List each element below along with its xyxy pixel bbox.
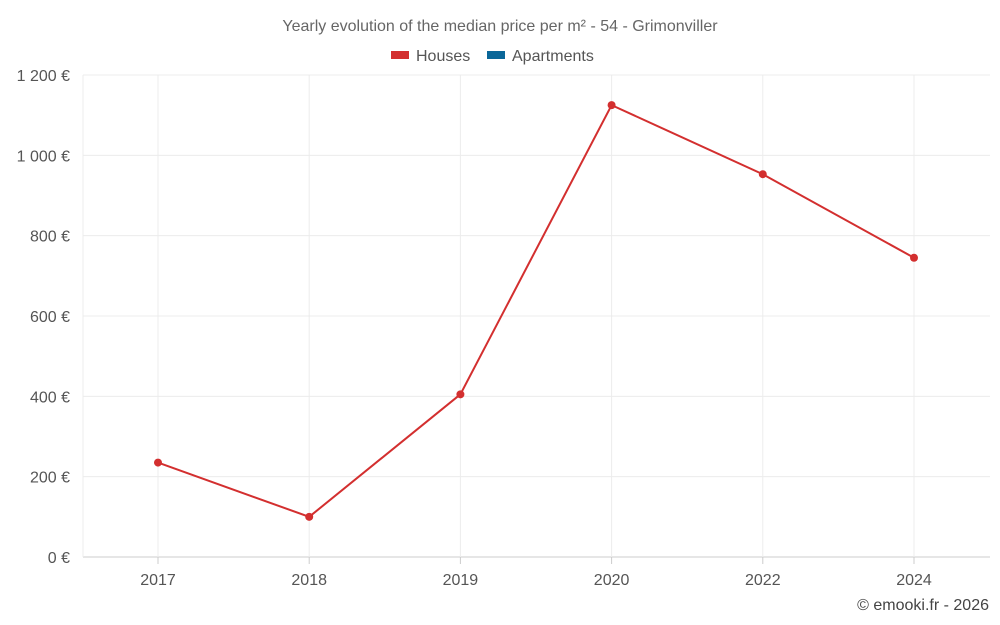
x-tick-label: 2022 [745, 572, 781, 589]
x-tick-label: 2020 [594, 572, 630, 589]
legend-label-houses: Houses [416, 48, 470, 65]
y-tick-label: 800 € [30, 229, 70, 246]
y-tick-label: 1 200 € [17, 68, 70, 85]
y-tick-label: 0 € [48, 550, 70, 567]
y-axis: 0 € 200 € 400 € 600 € 800 € 1 000 € 1 200 € [17, 68, 70, 567]
x-tick-label: 2024 [896, 572, 932, 589]
legend-item-apartments[interactable]: Apartments [487, 48, 594, 65]
y-tick-label: 600 € [30, 309, 70, 326]
data-point-houses[interactable] [456, 390, 465, 399]
x-tick-label: 2017 [140, 572, 176, 589]
credit-text: © emooki.fr - 2026 [857, 597, 989, 614]
data-point-houses[interactable] [154, 458, 162, 467]
data-point-houses[interactable] [305, 512, 314, 521]
y-tick-label: 400 € [30, 389, 70, 406]
data-point-houses[interactable] [758, 170, 767, 179]
legend: Houses Apartments [391, 48, 594, 65]
chart-title: Yearly evolution of the median price per… [282, 18, 718, 35]
x-axis: 2017 2018 2019 2020 2022 2024 [140, 557, 932, 589]
legend-item-houses[interactable]: Houses [391, 48, 470, 65]
series-layer [154, 101, 918, 521]
legend-swatch-houses [391, 51, 409, 59]
x-tick-label: 2019 [443, 572, 479, 589]
y-tick-label: 1 000 € [17, 148, 70, 165]
y-tick-label: 200 € [30, 470, 70, 487]
legend-swatch-apartments [487, 51, 505, 59]
data-point-houses[interactable] [910, 253, 918, 262]
series-line-houses [157, 103, 915, 518]
legend-label-apartments: Apartments [512, 48, 594, 65]
x-tick-label: 2018 [291, 572, 327, 589]
data-point-houses[interactable] [607, 101, 616, 110]
gridlines [82, 74, 990, 558]
